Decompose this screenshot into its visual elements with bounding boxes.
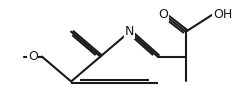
Text: O: O [28, 50, 38, 63]
Text: O: O [158, 8, 168, 21]
Text: N: N [125, 25, 134, 38]
Text: OH: OH [213, 8, 232, 21]
